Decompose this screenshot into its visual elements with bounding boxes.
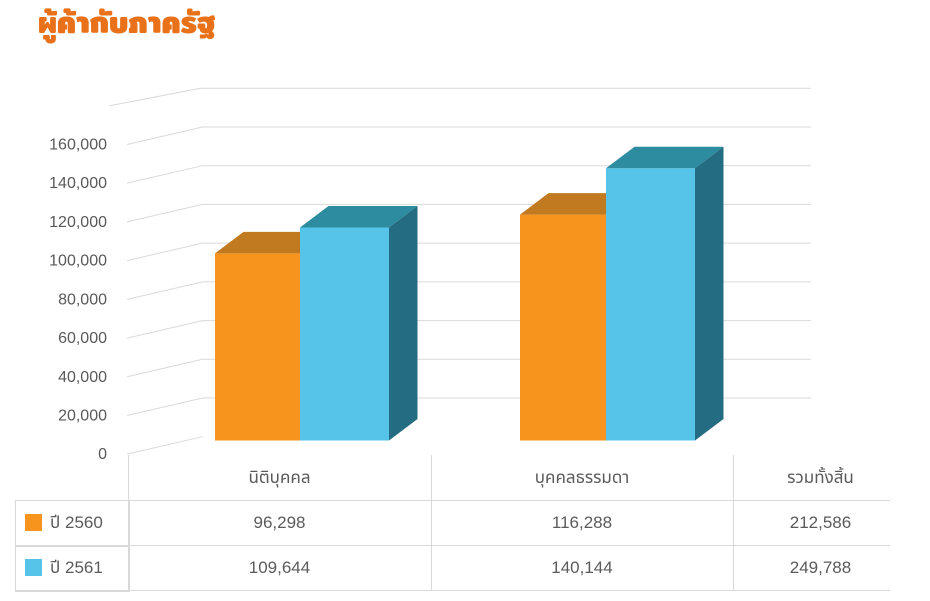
svg-text:140,000: 140,000 xyxy=(49,175,107,192)
svg-text:160,000: 160,000 xyxy=(49,137,107,154)
svg-text:20,000: 20,000 xyxy=(58,408,107,425)
svg-text:120,000: 120,000 xyxy=(49,214,107,231)
svg-text:60,000: 60,000 xyxy=(58,330,107,347)
svg-text:40,000: 40,000 xyxy=(58,369,107,386)
svg-text:100,000: 100,000 xyxy=(49,253,107,270)
svg-text:80,000: 80,000 xyxy=(58,291,107,308)
